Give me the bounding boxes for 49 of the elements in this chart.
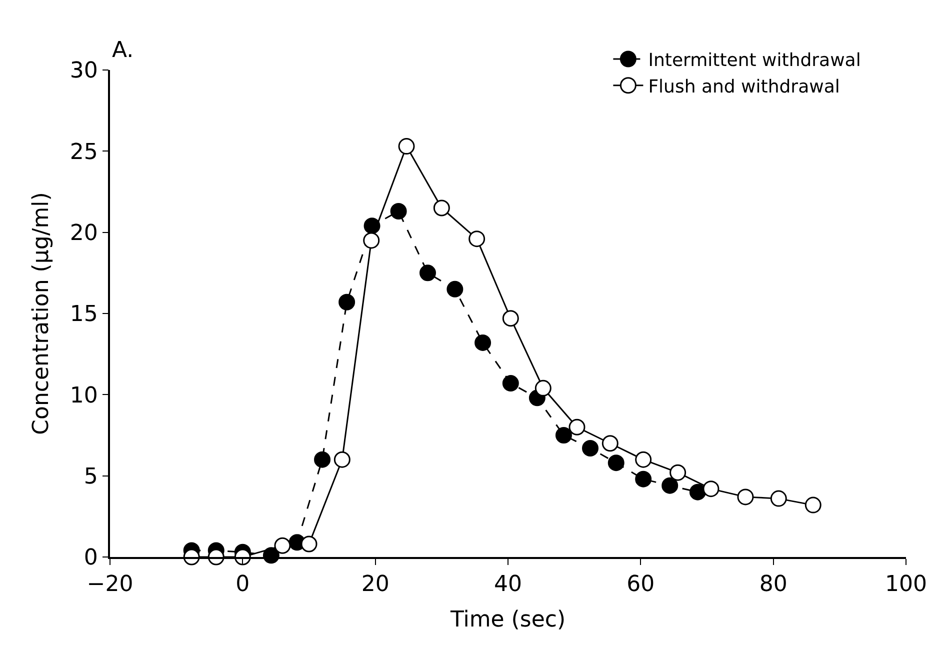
text: A.: [112, 38, 134, 63]
legend-label: Flush and withdrawal: [648, 76, 840, 98]
point: [314, 451, 331, 468]
point: [689, 484, 706, 500]
x-tick-label: 80: [759, 572, 788, 598]
point: [635, 451, 652, 468]
y-tick-label: 0: [84, 546, 98, 571]
point: [702, 480, 720, 498]
x-tick-label: −20: [86, 572, 134, 598]
point: [390, 202, 407, 220]
y-axis-title: Concentration (μg/ml): [29, 192, 54, 435]
legend-label: Intermittent withdrawal: [648, 50, 861, 71]
point: [433, 200, 450, 216]
point: [398, 138, 415, 155]
x-tick-label: 40: [494, 572, 522, 598]
x-tick-label: 100: [885, 572, 927, 598]
point: [608, 454, 624, 472]
point: [468, 230, 486, 248]
y-tick-label: 5: [84, 464, 98, 490]
point: [568, 418, 586, 436]
point: [338, 294, 356, 310]
point: [474, 334, 492, 351]
y-tick-label: 15: [70, 302, 98, 328]
point: [502, 310, 519, 327]
point: [446, 280, 464, 298]
point: [534, 380, 552, 396]
point: [670, 464, 686, 481]
point: [635, 470, 652, 488]
point: [737, 488, 754, 506]
point: [662, 477, 678, 494]
x-tick-label: 20: [361, 572, 390, 598]
y-tick-label: 20: [70, 221, 98, 246]
x-tick-label: 0: [236, 572, 250, 598]
point: [300, 536, 318, 552]
point: [582, 440, 598, 456]
y-tick-label: 25: [70, 140, 98, 165]
y-tick-label: 30: [70, 58, 98, 84]
point: [804, 496, 822, 514]
x-axis-title: Time (sec): [449, 608, 566, 633]
x-tick-label: 60: [626, 572, 655, 598]
y-tick-label: 10: [70, 383, 98, 408]
point: [334, 451, 350, 468]
point: [770, 490, 787, 507]
point: [274, 537, 291, 554]
point: [555, 427, 572, 444]
point: [502, 375, 519, 392]
point: [602, 435, 618, 452]
point: [363, 232, 380, 249]
point: [419, 264, 436, 282]
